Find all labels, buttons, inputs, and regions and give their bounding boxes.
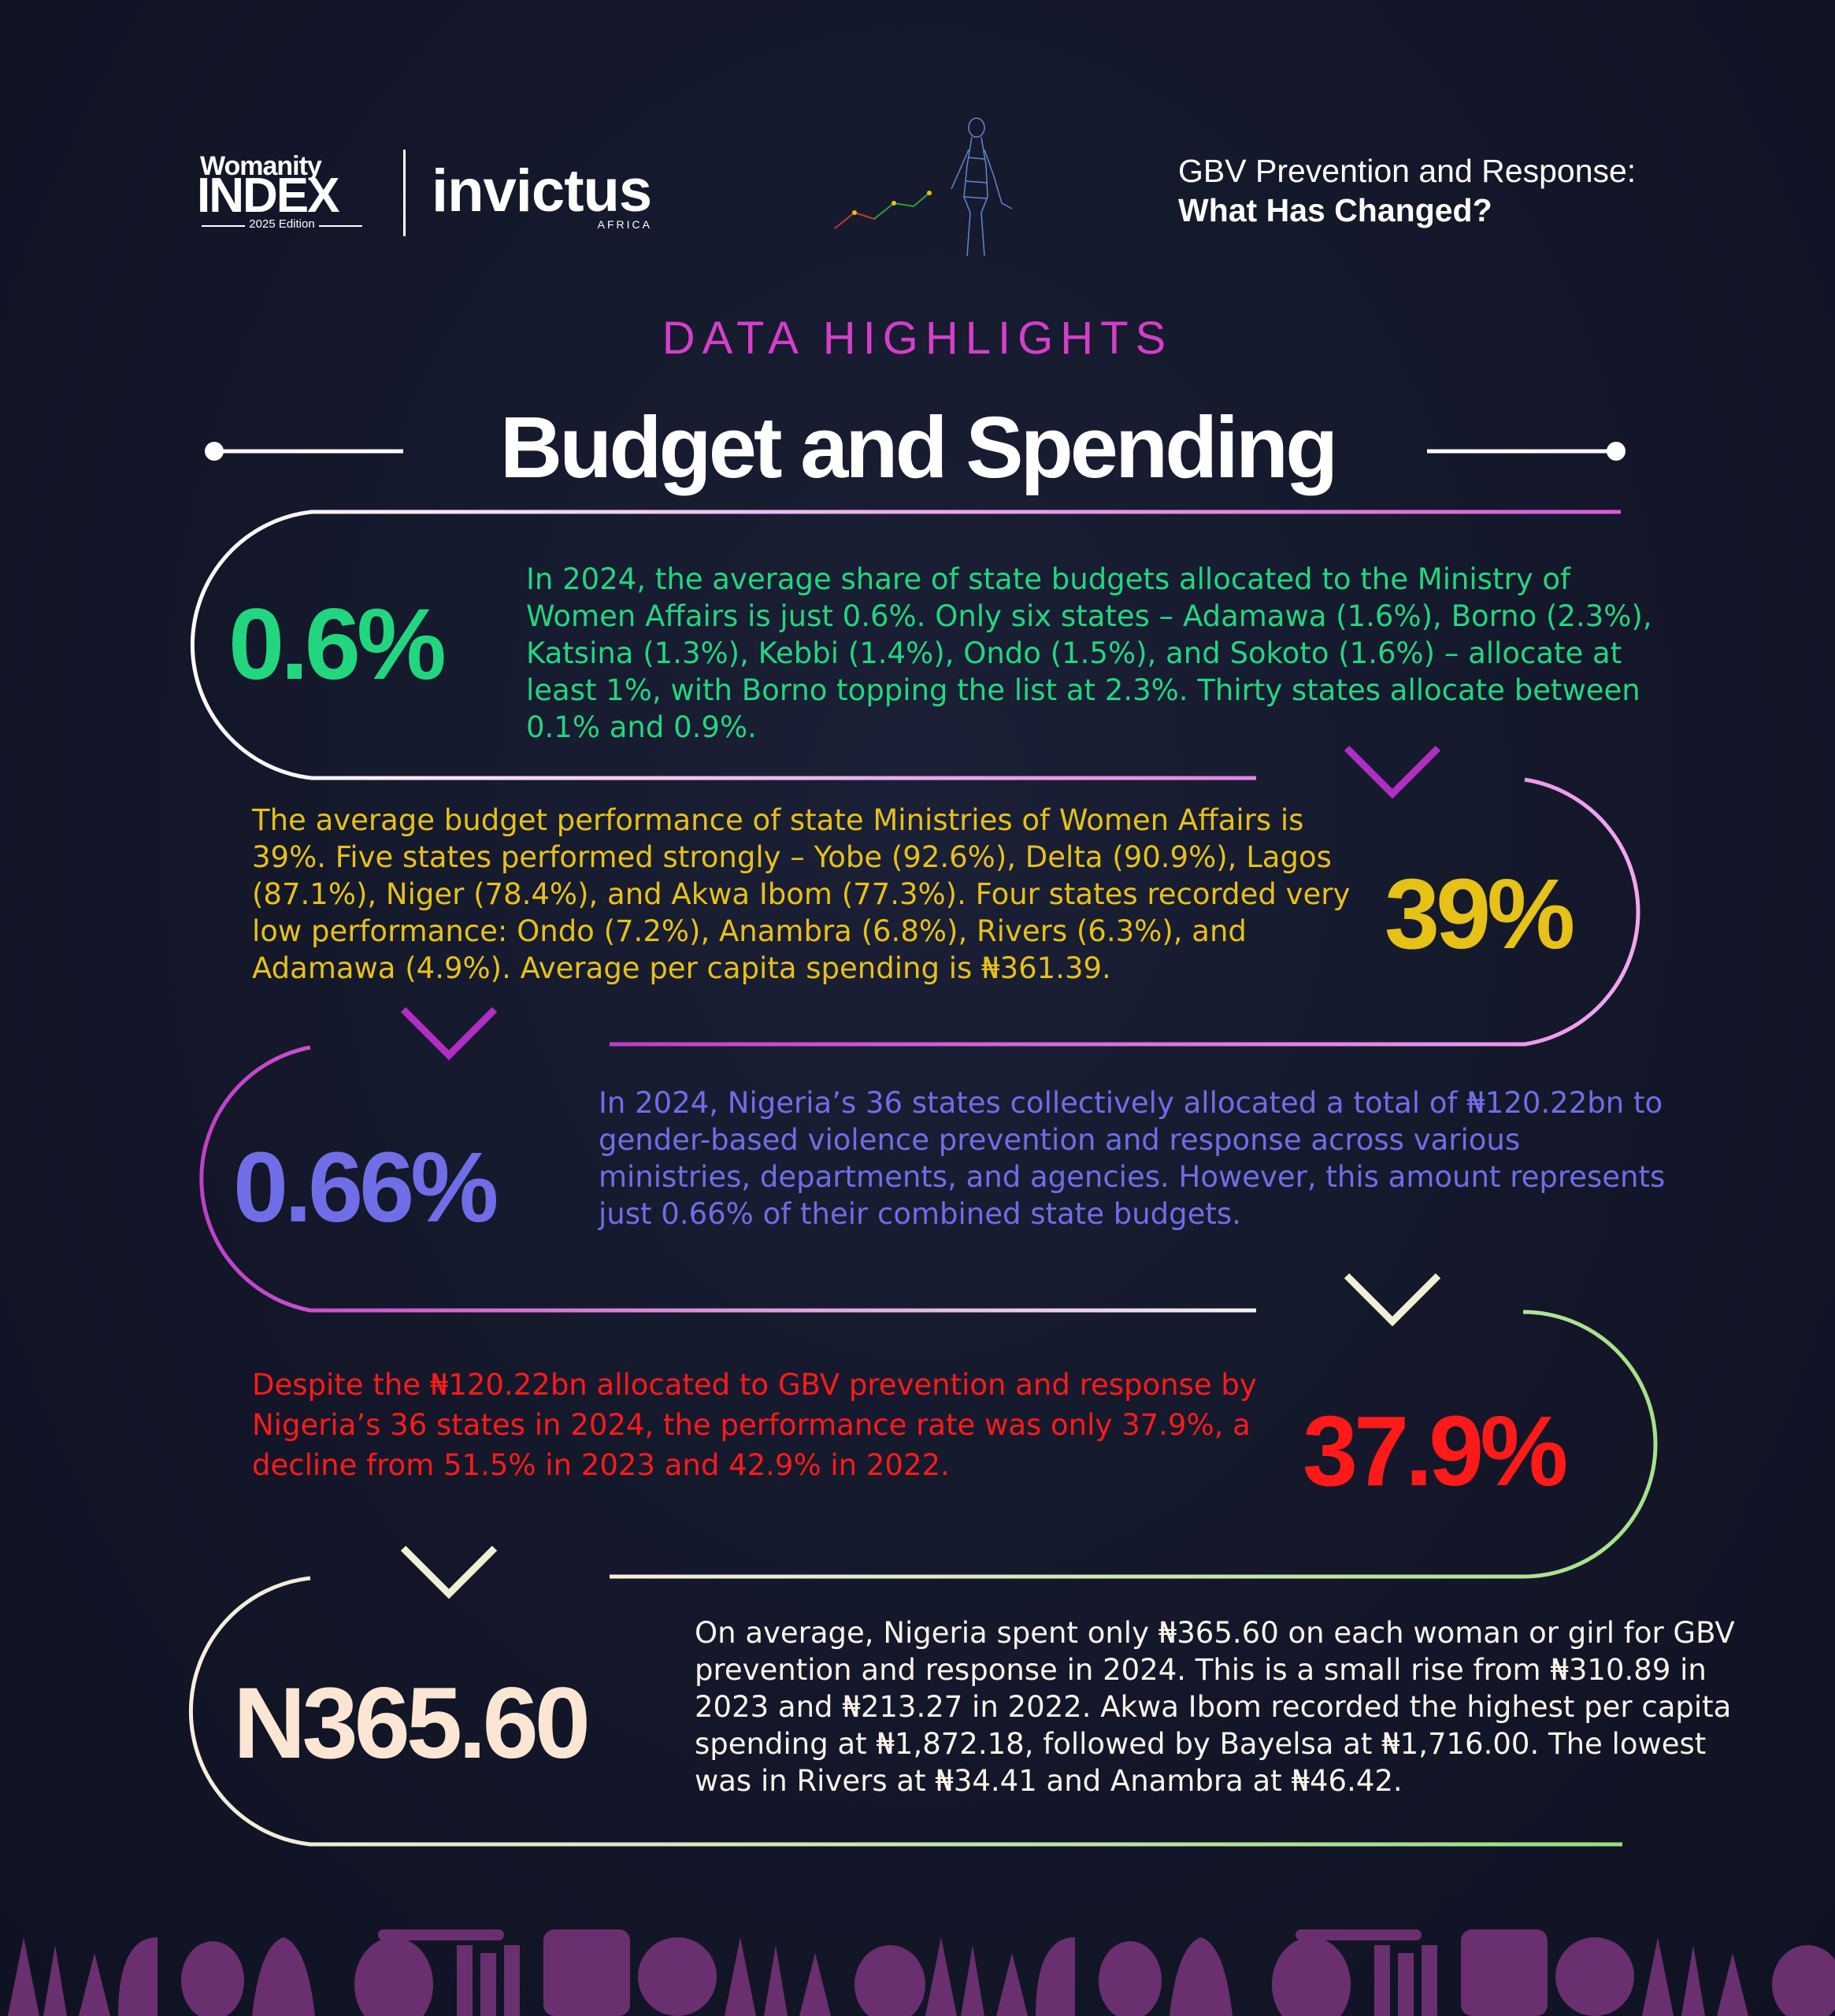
invictus-logo-main: invictus: [432, 158, 652, 224]
highlight-text-2: The average budget performance of state …: [252, 803, 1351, 985]
frame-block-4: [610, 1310, 1658, 1579]
chevron-down-icon: [1344, 745, 1441, 799]
highlight-stat-2: 39%: [1385, 858, 1575, 969]
invictus-africa-logo: invictus AFRICA: [432, 161, 660, 234]
chevron-down-icon: [1344, 1273, 1441, 1327]
header-title-line-1: GBV Prevention and Response:: [1178, 153, 1637, 189]
frame-block-5: [188, 1576, 1622, 1847]
womanity-logo-top: Womanity: [200, 151, 322, 181]
frame-block-3: [199, 1045, 1256, 1313]
decorative-pattern-band: [8, 1929, 1835, 2016]
section-label: DATA HIGHLIGHTS: [662, 313, 1173, 364]
tribal-motif-icon: [8, 1929, 925, 2016]
frame-block-2: [610, 777, 1640, 1047]
chevron-down-icon: [400, 1545, 498, 1599]
digital-woman-figure-icon: [834, 117, 1013, 257]
highlight-text-1: In 2024, the average share of state budg…: [526, 562, 1652, 744]
highlight-text-5: On average, Nigeria spent only ₦365.60 o…: [695, 1616, 1735, 1798]
title-rule-left: [205, 442, 403, 461]
highlight-text-3: In 2024, Nigeria’s 36 states collectivel…: [599, 1086, 1666, 1231]
logo-divider: [403, 150, 406, 236]
highlight-stat-1: 0.6%: [228, 588, 447, 701]
frame-block-1: [190, 510, 1621, 780]
invictus-logo-sub: AFRICA: [597, 218, 652, 231]
womanity-index-logo: Womanity INDEX 2025 Edition: [197, 151, 370, 239]
highlight-stat-4: 37.9%: [1303, 1395, 1568, 1506]
womanity-logo-edition: 2025 Edition: [197, 217, 367, 231]
header-title-line-2: What Has Changed?: [1178, 192, 1492, 228]
womanity-logo-main: INDEX: [197, 169, 339, 223]
page-title: Budget and Spending: [499, 399, 1339, 496]
highlight-stat-3: 0.66%: [233, 1132, 499, 1243]
highlight-text-4: Despite the ₦120.22bn allocated to GBV p…: [252, 1368, 1257, 1482]
highlight-stat-5: N365.60: [233, 1667, 591, 1780]
chevron-down-icon: [400, 1006, 498, 1061]
title-rule-right: [1427, 442, 1626, 461]
